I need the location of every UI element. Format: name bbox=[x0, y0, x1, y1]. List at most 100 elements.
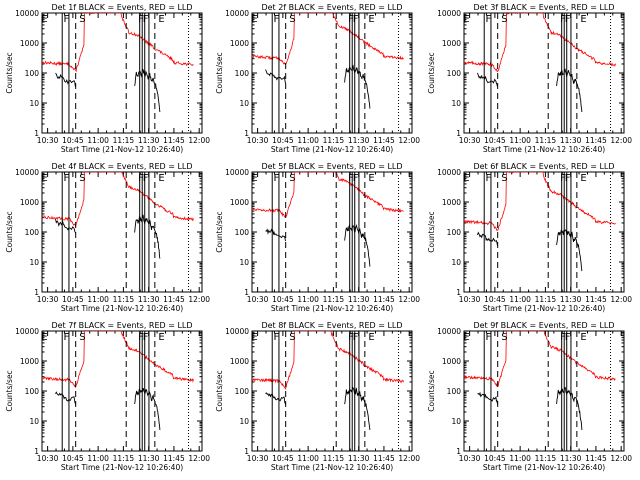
marker-letter: E bbox=[463, 14, 469, 25]
chart-panel-6: Det 6f BLACK = Events, RED = LLD 1 10 100 10… bbox=[427, 162, 632, 313]
lld-series-line bbox=[252, 331, 404, 390]
y-axis-label: Counts/sec bbox=[215, 370, 224, 411]
y-tick-label: 10 bbox=[239, 99, 249, 108]
marker-letter: F bbox=[64, 173, 70, 184]
marker-letter: F bbox=[565, 332, 571, 343]
marker-letter: E bbox=[251, 173, 257, 184]
x-tick-label: 11:45 bbox=[373, 295, 395, 304]
x-tick-label: 11:15 bbox=[323, 295, 345, 304]
marker-letter: F bbox=[353, 14, 359, 25]
marker-letter: F bbox=[560, 14, 566, 25]
chart-title: Det 3f BLACK = Events, RED = LLD bbox=[473, 3, 614, 12]
lld-series-line bbox=[42, 331, 194, 389]
y-tick-label: 10 bbox=[29, 417, 39, 426]
y-tick-label: 1000 bbox=[20, 357, 39, 366]
marker-letter: E bbox=[158, 173, 164, 184]
marker-letter: F bbox=[64, 332, 70, 343]
y-tick-label: 10000 bbox=[437, 168, 461, 177]
marker-letter: F bbox=[486, 332, 492, 343]
x-axis-label: Start Time (21-Nov-12 10:26:40) bbox=[61, 463, 183, 472]
x-tick-label: 11:00 bbox=[297, 295, 319, 304]
marker-letter: E bbox=[463, 332, 469, 343]
y-tick-label: 1 bbox=[244, 288, 249, 297]
x-tick-label: 12:00 bbox=[610, 136, 632, 145]
y-tick-label: 10000 bbox=[437, 9, 461, 18]
marker-letter: F bbox=[64, 14, 70, 25]
marker-letter: E bbox=[368, 14, 374, 25]
y-axis-label: Counts/sec bbox=[427, 211, 436, 252]
x-tick-label: 11:00 bbox=[87, 295, 109, 304]
y-tick-label: 10000 bbox=[437, 327, 461, 336]
x-axis-label: Start Time (21-Nov-12 10:26:40) bbox=[483, 145, 605, 154]
y-tick-label: 1 bbox=[456, 447, 461, 456]
chart-title: Det 2f BLACK = Events, RED = LLD bbox=[261, 3, 402, 12]
x-tick-label: 11:45 bbox=[163, 454, 185, 463]
chart-panel-4: Det 4f BLACK = Events, RED = LLD 1 10 100 10… bbox=[5, 162, 210, 313]
plot-frame bbox=[463, 12, 625, 134]
plot-frame bbox=[41, 12, 203, 134]
x-tick-label: 12:00 bbox=[610, 295, 632, 304]
x-tick-label: 10:30 bbox=[459, 295, 481, 304]
x-tick-label: 11:15 bbox=[113, 454, 135, 463]
y-axis-label: Counts/sec bbox=[427, 52, 436, 93]
marker-letter: F bbox=[274, 173, 280, 184]
x-tick-label: 11:15 bbox=[535, 454, 557, 463]
chart-title: Det 4f BLACK = Events, RED = LLD bbox=[51, 162, 192, 171]
y-axis-label: Counts/sec bbox=[427, 370, 436, 411]
y-tick-label: 1 bbox=[34, 129, 39, 138]
marker-letter: F bbox=[138, 173, 144, 184]
x-tick-label: 11:00 bbox=[297, 454, 319, 463]
chart-panel-7: Det 7f BLACK = Events, RED = LLD 1 10 100 10… bbox=[5, 321, 210, 472]
marker-letter: F bbox=[565, 14, 571, 25]
x-tick-label: 11:45 bbox=[585, 454, 607, 463]
marker-letter: E bbox=[158, 14, 164, 25]
x-tick-label: 11:30 bbox=[138, 295, 160, 304]
y-tick-label: 100 bbox=[447, 387, 462, 396]
y-axis-label: Counts/sec bbox=[5, 370, 14, 411]
marker-letter: E bbox=[251, 332, 257, 343]
lld-series-line bbox=[464, 331, 616, 388]
chart-title: Det 5f BLACK = Events, RED = LLD bbox=[261, 162, 402, 171]
marker-letter: F bbox=[565, 173, 571, 184]
marker-letter: E bbox=[251, 14, 257, 25]
marker-letter: E bbox=[158, 332, 164, 343]
y-axis-label: Counts/sec bbox=[5, 211, 14, 252]
y-tick-label: 100 bbox=[235, 228, 250, 237]
marker-letter: S bbox=[79, 173, 85, 184]
marker-letter: F bbox=[560, 332, 566, 343]
y-tick-label: 10 bbox=[451, 417, 461, 426]
y-tick-label: 10 bbox=[451, 258, 461, 267]
x-tick-label: 11:30 bbox=[138, 136, 160, 145]
y-tick-label: 1 bbox=[244, 129, 249, 138]
chart-panel-5: Det 5f BLACK = Events, RED = LLD 1 10 100 10… bbox=[215, 162, 420, 313]
x-tick-label: 11:00 bbox=[87, 136, 109, 145]
y-tick-label: 10000 bbox=[225, 168, 249, 177]
marker-letter: F bbox=[486, 14, 492, 25]
y-tick-label: 1000 bbox=[230, 357, 249, 366]
y-tick-label: 100 bbox=[447, 69, 462, 78]
x-tick-label: 12:00 bbox=[188, 136, 210, 145]
y-tick-label: 1000 bbox=[442, 198, 461, 207]
marker-letter: S bbox=[289, 173, 295, 184]
events-series-line-2 bbox=[344, 386, 371, 431]
x-tick-label: 12:00 bbox=[188, 295, 210, 304]
x-tick-label: 11:45 bbox=[163, 136, 185, 145]
marker-letter: S bbox=[79, 332, 85, 343]
x-tick-label: 11:00 bbox=[509, 454, 531, 463]
chart-title: Det 1f BLACK = Events, RED = LLD bbox=[51, 3, 192, 12]
events-series-line-1 bbox=[477, 391, 499, 405]
x-tick-label: 11:45 bbox=[585, 136, 607, 145]
y-tick-label: 100 bbox=[25, 228, 40, 237]
x-tick-label: 10:45 bbox=[272, 136, 294, 145]
x-tick-label: 10:45 bbox=[62, 454, 84, 463]
y-tick-label: 10 bbox=[29, 99, 39, 108]
marker-letter: E bbox=[463, 173, 469, 184]
x-axis-label: Start Time (21-Nov-12 10:26:40) bbox=[61, 145, 183, 154]
marker-letter: F bbox=[560, 173, 566, 184]
plot-frame bbox=[463, 330, 625, 452]
events-series-line-1 bbox=[55, 391, 77, 405]
x-tick-label: 11:30 bbox=[560, 454, 582, 463]
marker-letter: E bbox=[580, 14, 586, 25]
x-tick-label: 12:00 bbox=[398, 136, 420, 145]
